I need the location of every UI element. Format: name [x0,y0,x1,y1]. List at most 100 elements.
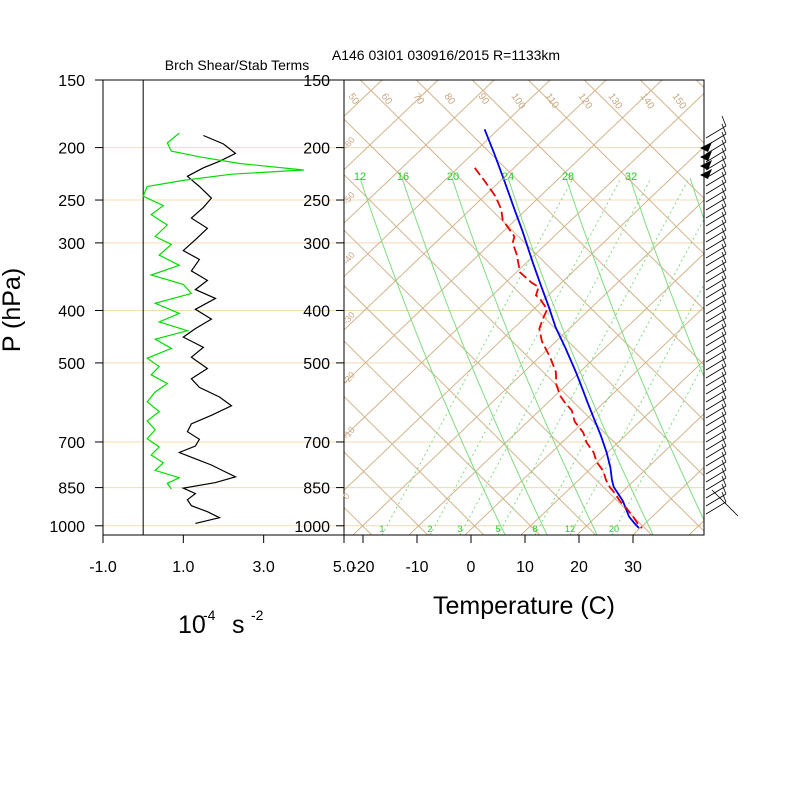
pressure-tick-label: 250 [58,193,85,210]
wind-barb [705,283,727,307]
skewt-isotherm [352,199,704,535]
mixing-ratio-label: 1 [379,524,384,534]
black-series-line [177,134,238,524]
skewt-mixing-ratio-line [569,283,704,535]
wind-barb [705,419,727,443]
wind-barb [705,363,727,387]
skewt-moist-adiabat [451,177,598,535]
skewt-isotherm [520,359,704,535]
pressure-tick-label: 850 [303,481,330,498]
mixing-ratio-label: 12 [565,524,575,534]
shear-stability-panel: 150 200 250 300 400 500 700 850 1000 -1.0 1.0 3.0 5… [0,57,355,639]
temperature-tick-label: -10 [405,559,428,576]
skewt-mixing-ratio-line [534,218,704,535]
pressure-tick-label: 700 [303,435,330,452]
left-x-tick-labels: -1.0 1.0 3.0 5.0 [89,535,355,576]
pressure-tick-label: 300 [58,236,85,253]
left-x-tick-label: 1.0 [172,559,194,576]
moist-adiabat-label: 24 [502,171,514,183]
wind-barb [705,331,727,355]
temperature-tick-label: 30 [624,559,642,576]
wind-barb [705,475,727,499]
skewt-isotherm [344,92,704,438]
wind-barb [705,115,727,139]
wind-barb [705,355,727,379]
y-axis-label: P (hPa) [0,268,26,352]
mixing-ratio-label: 8 [532,524,537,534]
wind-barb [705,259,727,283]
wind-barb [705,395,727,419]
mixing-ratio-label: 2 [427,524,432,534]
wind-barb [705,307,727,331]
wind-barb [705,147,727,171]
isotherm-label: 0 [341,491,352,501]
pressure-tick-label: 1000 [294,519,330,536]
wind-barb [705,483,727,507]
wind-barb [705,267,727,291]
left-x-axis-unit-label: 10 -4 s -2 [178,607,264,639]
wind-barb [705,155,727,179]
wind-barb [705,219,727,243]
skewt-dry-adiabat [527,80,704,255]
temperature-tick-label: 10 [516,559,534,576]
temperature-profile-line [483,128,640,529]
moist-adiabat-label: 20 [447,171,459,183]
green-series-line [142,132,304,490]
skewt-isotherm [632,466,704,535]
wind-barb [705,323,727,347]
wind-barb [705,411,727,435]
wind-barb-pennant [700,151,712,161]
skewt-temperature-tick-labels: -20 -10 0 10 20 30 [351,535,642,576]
wind-barb [705,371,727,395]
wind-barb [705,235,727,259]
left-x-tick-label: 5.0 [333,559,355,576]
unit-seconds: s [232,611,245,639]
pressure-tick-label: 200 [58,141,85,158]
skewt-dry-adiabat [344,118,704,477]
pressure-tick-label: 300 [303,236,330,253]
pressure-tick-label: 500 [58,356,85,373]
skewt-dry-adiabat [344,229,653,535]
wind-barb [705,451,727,475]
skewt-mixing-ratio-line [497,179,689,535]
skewt-dry-adiabat [415,80,704,366]
skewt-mixing-ratio-line [381,179,573,535]
wind-barb [705,347,727,371]
wind-barb [705,315,727,339]
skewt-dry-adiabat [344,451,429,535]
skewt-mixing-ratio-line [459,179,651,535]
wind-barb [705,339,727,363]
left-panel-title: Brch Shear/Stab Terms [165,57,309,73]
wind-barb [711,489,739,517]
mixing-ratio-label: 20 [609,524,619,534]
temperature-tick-label: 0 [467,559,476,576]
wind-barb [705,387,727,411]
dewpoint-profile-line [473,167,643,529]
moist-adiabat-label: 28 [562,171,574,183]
skewt-plot-frame [343,79,705,536]
wind-barb [705,379,727,403]
unit-exponent: -4 [203,607,216,623]
wind-barb [705,275,727,299]
wind-barb-column [700,115,739,517]
skewt-mixing-ratio-line [429,179,621,535]
wind-barb [705,251,727,275]
temperature-tick-label: -20 [351,559,374,576]
wind-barb [705,291,727,315]
wind-barb-pennant [700,160,712,170]
skewt-dry-adiabat [471,80,704,311]
skewt-isotherm [576,413,704,535]
wind-barb [705,427,727,451]
wind-barb [705,139,727,163]
wind-barb [705,459,727,483]
skewt-background-lines [344,80,704,535]
skewt-title: A146 03I01 030916/2015 R=1133km [332,47,560,63]
wind-barb [705,163,727,187]
wind-barb [705,203,727,227]
skewt-isotherm [344,80,439,171]
pressure-tick-label: 700 [58,435,85,452]
pressure-tick-label: 850 [58,481,85,498]
pressure-tick-label: 500 [303,356,330,373]
